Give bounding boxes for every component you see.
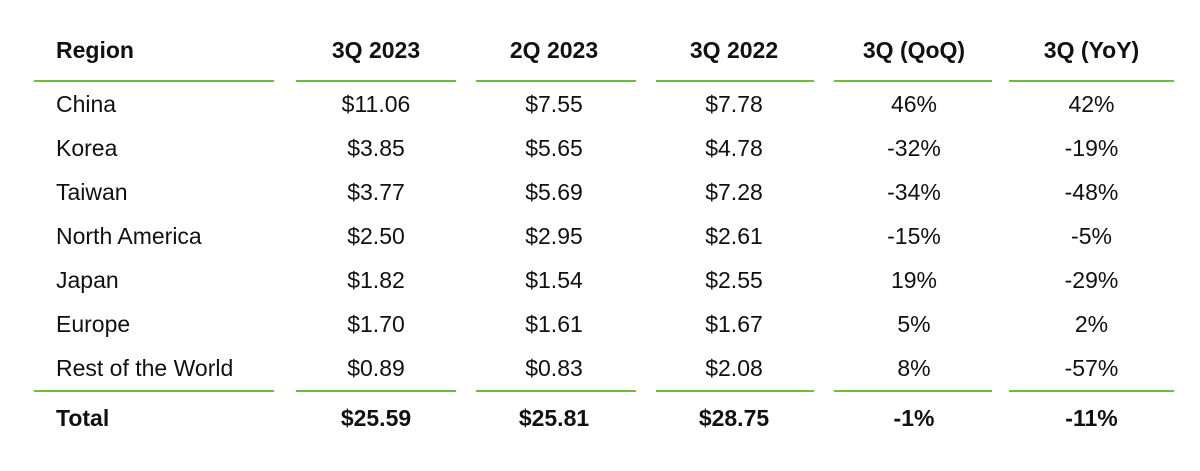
header-divider-segment bbox=[296, 80, 456, 82]
table-row: Europe $1.70 $1.61 $1.67 5% 2% bbox=[34, 302, 1174, 346]
column-header-region: Region bbox=[56, 36, 134, 63]
value-cell: $5.69 bbox=[525, 178, 583, 205]
value-cell: $2.08 bbox=[705, 354, 763, 381]
region-cell: Taiwan bbox=[56, 178, 128, 205]
value-cell: $2.50 bbox=[347, 222, 405, 249]
value-cell: $1.54 bbox=[525, 266, 583, 293]
value-cell: $7.78 bbox=[705, 90, 763, 117]
value-cell: 5% bbox=[897, 310, 931, 337]
value-cell: $2.55 bbox=[705, 266, 763, 293]
value-cell: $2.61 bbox=[705, 222, 763, 249]
value-cell: -19% bbox=[1064, 134, 1119, 161]
table-header: Region 3Q 2023 2Q 2023 3Q 2022 3Q (QoQ) … bbox=[34, 20, 1174, 80]
header-divider-segment bbox=[834, 80, 992, 82]
value-cell: $1.82 bbox=[347, 266, 405, 293]
value-cell: $3.77 bbox=[347, 178, 405, 205]
column-header-2q-2023: 2Q 2023 bbox=[509, 36, 599, 63]
region-cell: Korea bbox=[56, 134, 118, 161]
total-value: -1% bbox=[893, 404, 935, 431]
table-row: Japan $1.82 $1.54 $2.55 19% -29% bbox=[34, 258, 1174, 302]
column-header-3q-2023: 3Q 2023 bbox=[331, 36, 421, 63]
region-cell: Europe bbox=[56, 310, 131, 337]
value-cell: -32% bbox=[887, 134, 941, 161]
total-value: $25.81 bbox=[518, 404, 590, 431]
table-row: North America $2.50 $2.95 $2.61 -15% -5% bbox=[34, 214, 1174, 258]
value-cell: -15% bbox=[887, 222, 941, 249]
value-cell: 8% bbox=[897, 354, 931, 381]
value-cell: 19% bbox=[890, 266, 938, 293]
value-cell: 42% bbox=[1068, 90, 1115, 117]
total-divider-segment bbox=[296, 390, 456, 392]
total-row: Total $25.59 $25.81 $28.75 -1% -11% bbox=[34, 396, 1174, 440]
total-value: $25.59 bbox=[340, 404, 412, 431]
value-cell: $7.55 bbox=[525, 90, 583, 117]
region-cell: China bbox=[56, 90, 117, 117]
region-cell: Japan bbox=[56, 266, 119, 293]
table-row: China $11.06 $7.55 $7.78 46% 42% bbox=[34, 82, 1174, 126]
value-cell: 46% bbox=[890, 90, 938, 117]
region-cell: Rest of the World bbox=[56, 354, 234, 381]
total-divider-segment bbox=[476, 390, 636, 392]
table-row: Taiwan $3.77 $5.69 $7.28 -34% -48% bbox=[34, 170, 1174, 214]
value-cell: $0.89 bbox=[347, 354, 405, 381]
value-cell: $2.95 bbox=[525, 222, 583, 249]
value-cell: -48% bbox=[1064, 178, 1119, 205]
column-header-yoy: 3Q (YoY) bbox=[1043, 36, 1140, 63]
value-cell: $7.28 bbox=[705, 178, 763, 205]
total-divider-segment bbox=[34, 390, 274, 392]
total-divider bbox=[34, 390, 1174, 392]
value-cell: -29% bbox=[1064, 266, 1119, 293]
header-divider bbox=[34, 80, 1174, 82]
total-value: -11% bbox=[1065, 404, 1118, 431]
value-cell: $1.61 bbox=[525, 310, 583, 337]
header-divider-segment bbox=[1009, 80, 1174, 82]
total-divider-segment bbox=[1009, 390, 1174, 392]
value-cell: $1.70 bbox=[347, 310, 405, 337]
table-row: Korea $3.85 $5.65 $4.78 -32% -19% bbox=[34, 126, 1174, 170]
region-cell: North America bbox=[56, 222, 202, 249]
header-divider-segment bbox=[34, 80, 274, 82]
table-body: China $11.06 $7.55 $7.78 46% 42% Korea $… bbox=[34, 82, 1174, 390]
value-cell: $3.85 bbox=[347, 134, 405, 161]
value-cell: -34% bbox=[887, 178, 941, 205]
total-divider-segment bbox=[656, 390, 814, 392]
value-cell: $5.65 bbox=[525, 134, 583, 161]
value-cell: $4.78 bbox=[705, 134, 763, 161]
regional-table: Region 3Q 2023 2Q 2023 3Q 2022 3Q (QoQ) … bbox=[34, 20, 1174, 440]
value-cell: $0.83 bbox=[525, 354, 583, 381]
total-divider-segment bbox=[834, 390, 992, 392]
value-cell: 2% bbox=[1074, 310, 1109, 337]
value-cell: $11.06 bbox=[341, 90, 411, 117]
header-divider-segment bbox=[476, 80, 636, 82]
total-label: Total bbox=[56, 404, 110, 431]
value-cell: -57% bbox=[1064, 354, 1119, 381]
header-divider-segment bbox=[656, 80, 814, 82]
value-cell: $1.67 bbox=[705, 310, 763, 337]
total-value: $28.75 bbox=[698, 404, 770, 431]
value-cell: -5% bbox=[1071, 222, 1112, 249]
column-header-3q-2022: 3Q 2022 bbox=[689, 36, 779, 63]
column-header-qoq: 3Q (QoQ) bbox=[862, 36, 966, 63]
table-row: Rest of the World $0.89 $0.83 $2.08 8% -… bbox=[34, 346, 1174, 390]
